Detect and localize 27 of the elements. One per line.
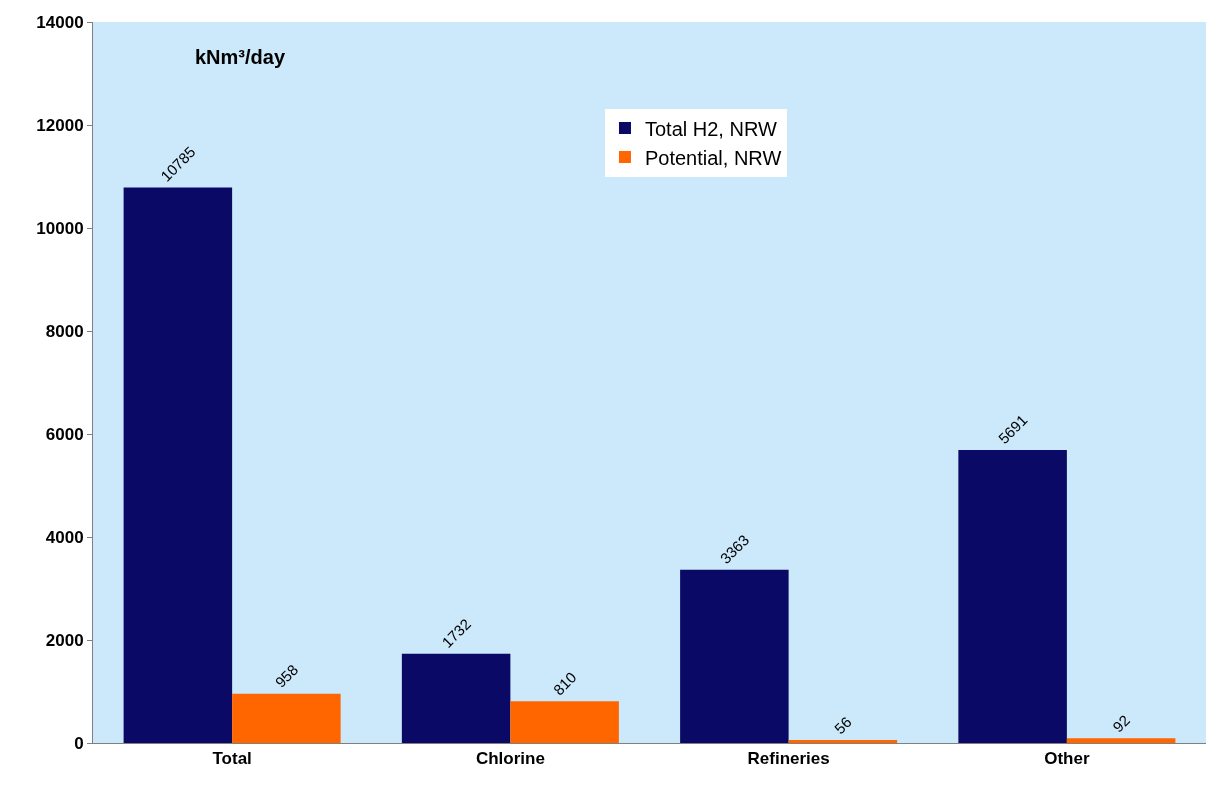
- y-axis-title: kNm³/day: [195, 46, 286, 68]
- bar: [510, 701, 619, 743]
- y-tick-label: 14000: [36, 12, 84, 32]
- y-tick-label: 12000: [36, 115, 84, 135]
- data-label: 56: [830, 713, 855, 738]
- data-label: 92: [1109, 711, 1134, 736]
- x-tick-label: Total: [212, 749, 252, 769]
- bar: [123, 187, 233, 743]
- legend-label: Potential, NRW: [644, 146, 782, 169]
- bar: [401, 653, 511, 743]
- x-tick-label: Other: [1044, 749, 1090, 769]
- y-tick-label: 2000: [45, 630, 84, 650]
- x-tick-label: Refineries: [747, 749, 830, 769]
- y-tick-label: 0: [74, 733, 84, 753]
- legend-label: Total H2, NRW: [644, 117, 777, 140]
- y-tick-label: 6000: [45, 424, 84, 444]
- x-tick-label: Chlorine: [475, 749, 545, 769]
- bar: [232, 693, 341, 743]
- y-tick-label: 8000: [45, 321, 84, 341]
- y-tick-label: 10000: [36, 218, 84, 238]
- bar: [1066, 738, 1176, 743]
- data-label: 958: [271, 660, 302, 691]
- bar: [958, 449, 1067, 743]
- data-label: 810: [549, 668, 580, 699]
- bar: [680, 569, 789, 743]
- bar: [788, 740, 898, 743]
- y-tick-label: 4000: [45, 527, 84, 547]
